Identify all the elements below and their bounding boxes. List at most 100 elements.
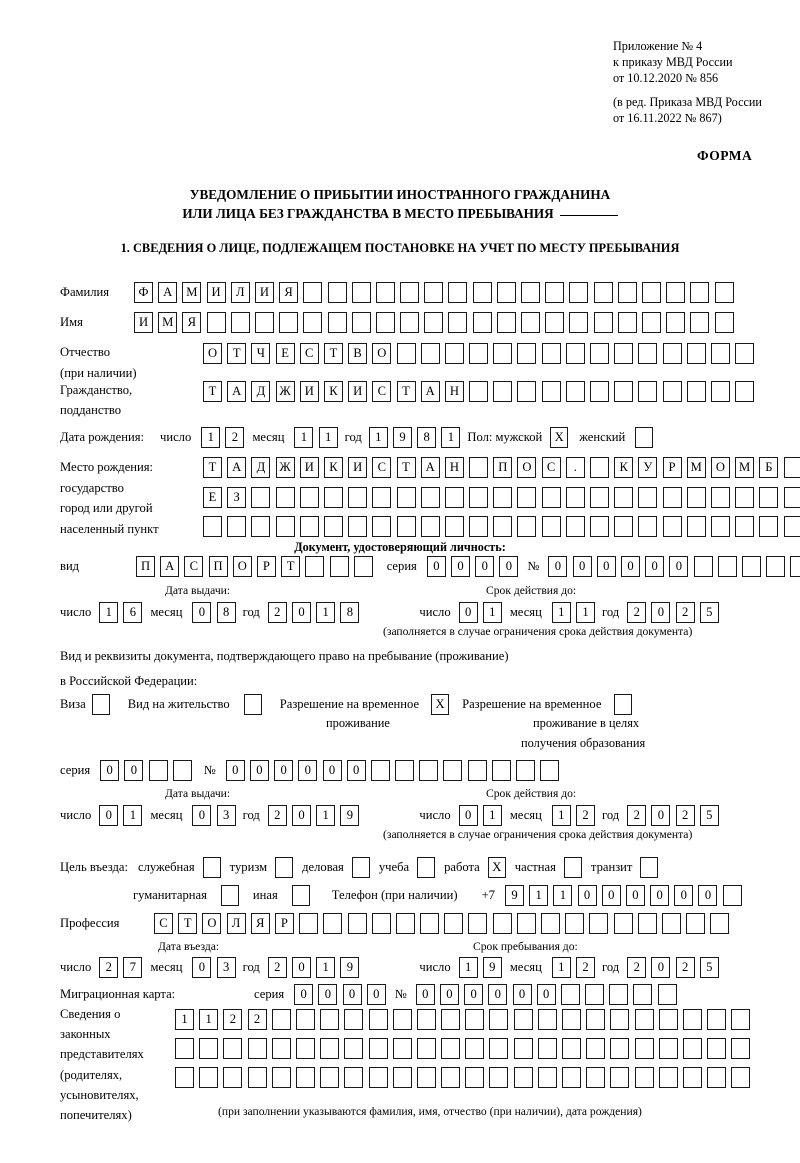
form-cell[interactable]: 2 [627,805,647,826]
form-cell[interactable]: У [638,457,658,478]
form-cell[interactable]: 2 [267,602,287,623]
form-cell[interactable] [586,1009,606,1030]
form-cell[interactable] [372,516,392,537]
form-cell[interactable] [227,516,247,537]
form-cell[interactable]: О [202,913,222,934]
form-cell[interactable] [467,760,487,781]
form-cell[interactable]: 6 [123,602,143,623]
form-cell[interactable]: 5 [699,805,719,826]
form-cell[interactable]: М [686,457,706,478]
form-cell[interactable]: 3 [216,805,236,826]
form-cell[interactable]: О [517,457,537,478]
form-cell[interactable] [275,487,295,508]
form-cell[interactable] [638,381,658,402]
form-cell[interactable]: Р [662,457,682,478]
form-cell[interactable]: 2 [225,427,245,448]
form-cell[interactable]: С [372,457,392,478]
form-cell[interactable]: Т [178,913,198,934]
form-cell[interactable]: К [323,457,343,478]
form-cell[interactable]: 3 [216,957,236,978]
form-cell[interactable] [590,343,609,364]
form-cell[interactable]: 0 [415,984,435,1005]
form-cell[interactable]: 0 [426,556,446,577]
form-cell[interactable] [586,1038,606,1059]
form-cell[interactable] [469,343,489,364]
form-cell[interactable] [469,381,489,402]
form-cell[interactable] [416,1009,436,1030]
form-cell[interactable] [686,487,706,508]
form-cell[interactable]: 2 [267,805,287,826]
form-cell[interactable] [424,282,444,303]
form-cell[interactable] [541,913,560,934]
form-cell[interactable] [513,1038,533,1059]
form-cell[interactable]: 1 [441,427,461,448]
form-cell[interactable]: И [206,282,226,303]
form-cell[interactable]: Ж [275,457,295,478]
form-cell[interactable]: 2 [675,602,695,623]
form-cell[interactable] [175,1038,194,1059]
form-cell[interactable] [420,516,440,537]
form-cell[interactable] [323,913,343,934]
form-cell[interactable] [662,343,682,364]
form-cell[interactable]: С [541,457,561,478]
form-cell[interactable] [731,1038,751,1059]
form-cell[interactable] [348,516,368,537]
form-cell[interactable] [666,282,686,303]
form-cell[interactable]: 0 [225,760,245,781]
form-cell[interactable]: 1 [318,427,338,448]
form-cell[interactable]: 1 [316,602,336,623]
form-cell[interactable] [562,1009,581,1030]
form-cell[interactable] [424,312,444,333]
form-cell[interactable] [372,487,392,508]
visa-checkbox[interactable] [91,694,110,715]
form-cell[interactable]: 1 [316,805,336,826]
form-cell[interactable]: 0 [274,760,294,781]
form-cell[interactable]: 0 [458,805,478,826]
form-cell[interactable] [420,913,440,934]
form-cell[interactable] [590,381,609,402]
form-cell[interactable] [465,1038,485,1059]
form-cell[interactable] [682,1038,702,1059]
form-cell[interactable]: Д [251,381,271,402]
form-cell[interactable]: 0 [366,984,386,1005]
form-cell[interactable]: 1 [123,805,143,826]
form-cell[interactable]: И [299,457,319,478]
form-cell[interactable]: 9 [393,427,413,448]
form-cell[interactable] [537,1009,557,1030]
form-cell[interactable] [521,282,540,303]
form-cell[interactable]: 8 [216,602,236,623]
form-cell[interactable] [614,343,634,364]
form-cell[interactable]: 0 [124,760,144,781]
form-cell[interactable] [710,516,730,537]
form-cell[interactable] [686,343,706,364]
form-cell[interactable]: Я [279,282,299,303]
form-cell[interactable]: 1 [551,602,571,623]
form-cell[interactable] [759,516,779,537]
form-cell[interactable] [614,381,634,402]
form-cell[interactable] [610,1067,630,1088]
form-cell[interactable] [540,760,560,781]
form-cell[interactable]: 1 [551,957,571,978]
form-cell[interactable]: Т [203,457,222,478]
form-cell[interactable] [686,913,706,934]
form-cell[interactable] [517,487,537,508]
form-cell[interactable] [562,1067,581,1088]
form-cell[interactable]: 0 [292,957,312,978]
form-cell[interactable]: Ж [275,381,295,402]
form-cell[interactable] [295,1009,315,1030]
purpose-item-checkbox-0[interactable] [202,857,221,878]
form-cell[interactable] [493,343,513,364]
form-cell[interactable]: 0 [192,957,212,978]
purpose-item-checkbox-4[interactable]: X [487,857,506,878]
form-cell[interactable]: А [227,457,247,478]
form-cell[interactable]: 0 [439,984,459,1005]
